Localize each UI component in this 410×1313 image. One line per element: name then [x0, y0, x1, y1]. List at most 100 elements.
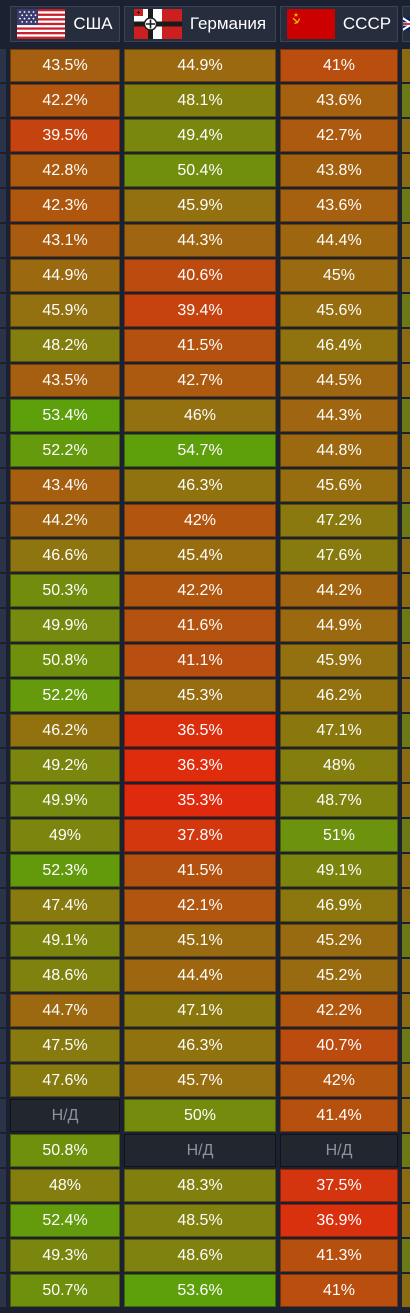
table-row: Н/Д 50% 41.4%	[0, 1098, 410, 1133]
cell-usa: 52.3%	[10, 854, 120, 887]
cell-germany: 41.5%	[124, 854, 276, 887]
cell-ussr: 44.5%	[280, 364, 398, 397]
table-row: 49.1% 45.1% 45.2%	[0, 923, 410, 958]
cell-usa: 49.9%	[10, 609, 120, 642]
row-edge-left	[0, 784, 6, 817]
cell-usa: 44.7%	[10, 994, 120, 1027]
table-row: 49.3% 48.6% 41.3%	[0, 1238, 410, 1273]
row-edge-right	[402, 119, 410, 152]
cell-germany: 54.7%	[124, 434, 276, 467]
row-edge-left	[0, 644, 6, 677]
cell-germany: 42.7%	[124, 364, 276, 397]
table-row: 50.8% 41.1% 45.9%	[0, 643, 410, 678]
row-edge-right	[402, 399, 410, 432]
row-edge-left	[0, 714, 6, 747]
row-edge-right	[402, 994, 410, 1027]
row-edge-left	[0, 294, 6, 327]
row-edge-right	[402, 819, 410, 852]
cell-usa: 49.9%	[10, 784, 120, 817]
column-header-ussr[interactable]: СССР	[280, 6, 398, 42]
cell-germany: 47.1%	[124, 994, 276, 1027]
cell-usa: 52.2%	[10, 434, 120, 467]
cell-germany: 50%	[124, 1099, 276, 1132]
row-edge-left	[0, 1204, 6, 1237]
cell-ussr: 43.6%	[280, 84, 398, 117]
row-edge-right	[402, 539, 410, 572]
cell-usa: 48.6%	[10, 959, 120, 992]
table-row: 49% 37.8% 51%	[0, 818, 410, 853]
table-row: 43.4% 46.3% 45.6%	[0, 468, 410, 503]
column-label-germany: Германия	[189, 14, 267, 33]
cell-usa: 45.9%	[10, 294, 120, 327]
row-edge-left	[0, 259, 6, 292]
table-row: 42.3% 45.9% 43.6%	[0, 188, 410, 223]
uk-flag-icon	[403, 17, 410, 31]
table-row: 52.2% 45.3% 46.2%	[0, 678, 410, 713]
cell-usa: 42.3%	[10, 189, 120, 222]
row-edge-right	[402, 1239, 410, 1272]
cell-usa: 50.8%	[10, 1134, 120, 1167]
cell-germany: 39.4%	[124, 294, 276, 327]
table-row: 48.2% 41.5% 46.4%	[0, 328, 410, 363]
cell-ussr: 36.9%	[280, 1204, 398, 1237]
cell-ussr: 45.2%	[280, 959, 398, 992]
table-row: 47.6% 45.7% 42%	[0, 1063, 410, 1098]
cell-ussr: 45.6%	[280, 294, 398, 327]
cell-ussr: 42%	[280, 1064, 398, 1097]
row-edge-left	[0, 924, 6, 957]
cell-usa: 50.7%	[10, 1274, 120, 1307]
table-row: 53.4% 46% 44.3%	[0, 398, 410, 433]
cell-ussr: 41.4%	[280, 1099, 398, 1132]
cell-ussr: 46.9%	[280, 889, 398, 922]
cell-ussr: 45.6%	[280, 469, 398, 502]
row-edge-right	[402, 749, 410, 782]
cell-usa: 49.2%	[10, 749, 120, 782]
row-edge-left	[0, 539, 6, 572]
row-edge-left	[0, 1064, 6, 1097]
table-row: 47.5% 46.3% 40.7%	[0, 1028, 410, 1063]
germany-flag-icon	[133, 9, 182, 39]
row-edge-right	[402, 1064, 410, 1097]
row-edge-right	[402, 959, 410, 992]
column-header-germany[interactable]: Германия	[124, 6, 276, 42]
cell-germany: 45.1%	[124, 924, 276, 957]
cell-ussr: 45.9%	[280, 644, 398, 677]
row-edge-right	[402, 784, 410, 817]
cell-ussr: 44.3%	[280, 399, 398, 432]
cell-usa: 46.6%	[10, 539, 120, 572]
cell-germany: 44.4%	[124, 959, 276, 992]
column-header-next[interactable]	[402, 6, 410, 42]
row-edge-right	[402, 504, 410, 537]
cell-germany: 41.6%	[124, 609, 276, 642]
cell-ussr: 41%	[280, 49, 398, 82]
table-row: 48.6% 44.4% 45.2%	[0, 958, 410, 993]
column-header-usa[interactable]: США	[10, 6, 120, 42]
row-edge-right	[402, 224, 410, 257]
row-edge-right	[402, 259, 410, 292]
row-edge-left	[0, 994, 6, 1027]
cell-usa: 43.5%	[10, 49, 120, 82]
cell-germany: 46.3%	[124, 1029, 276, 1062]
cell-ussr: 37.5%	[280, 1169, 398, 1202]
table-row: 43.1% 44.3% 44.4%	[0, 223, 410, 258]
row-edge-right	[402, 294, 410, 327]
cell-ussr: 48.7%	[280, 784, 398, 817]
row-edge-right	[402, 1169, 410, 1202]
row-edge-left	[0, 189, 6, 222]
cell-germany: 41.5%	[124, 329, 276, 362]
cell-ussr: 47.1%	[280, 714, 398, 747]
cell-ussr: 47.6%	[280, 539, 398, 572]
row-edge-left	[0, 329, 6, 362]
row-edge-right	[402, 679, 410, 712]
table-row: 50.3% 42.2% 44.2%	[0, 573, 410, 608]
row-edge-left	[0, 364, 6, 397]
cell-ussr: Н/Д	[280, 1134, 398, 1167]
row-edge-left	[0, 84, 6, 117]
table-row: 48% 48.3% 37.5%	[0, 1168, 410, 1203]
column-label-usa: США	[73, 14, 113, 33]
row-edge-right	[402, 714, 410, 747]
cell-germany: 44.9%	[124, 49, 276, 82]
row-edge-right	[402, 434, 410, 467]
row-edge-left	[0, 854, 6, 887]
table-header: США Германия С	[0, 0, 410, 48]
